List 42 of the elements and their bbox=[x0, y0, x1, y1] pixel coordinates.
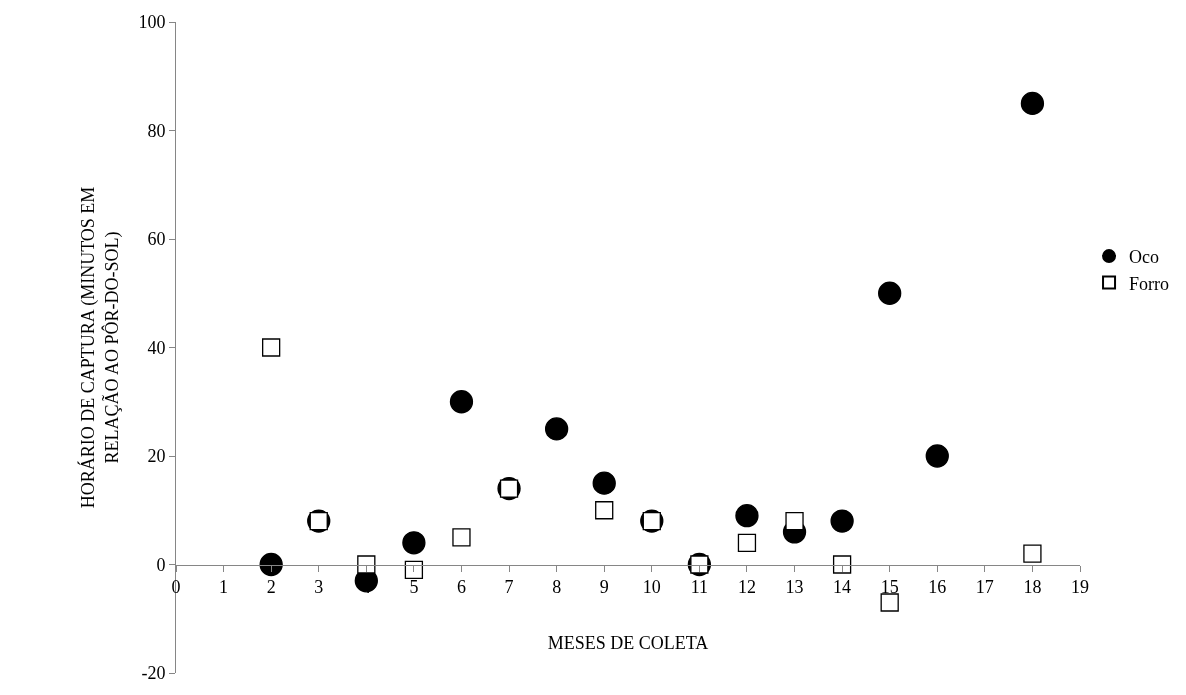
x-tick-label: 12 bbox=[737, 577, 756, 598]
point bbox=[544, 417, 569, 441]
x-tick-label: 17 bbox=[975, 577, 994, 598]
y-tick-label: 0 bbox=[156, 554, 166, 575]
point bbox=[878, 281, 902, 305]
x-tick-label: 15 bbox=[880, 577, 899, 598]
y-axis-title: HORÁRIO DE CAPTURA (MINUTOS EM RELAÇÃO AO PÔR-DO-SOL) bbox=[77, 186, 123, 509]
x-tick-label: 6 bbox=[456, 577, 466, 598]
x-tick-label: 11 bbox=[690, 577, 709, 598]
x-axis-title: MESES DE COLETA bbox=[547, 633, 709, 654]
x-tick-label: 9 bbox=[599, 577, 609, 598]
y-tick-label: 80 bbox=[147, 120, 166, 141]
x-tick-label: 2 bbox=[266, 577, 276, 598]
point bbox=[592, 471, 616, 495]
x-tick-label: 5 bbox=[409, 577, 419, 598]
legend-label: Oco bbox=[1129, 247, 1160, 268]
y-tick-label: 60 bbox=[147, 229, 166, 250]
x-tick-label: 13 bbox=[785, 577, 804, 598]
point bbox=[1020, 91, 1045, 116]
x-tick-label: 0 bbox=[171, 577, 181, 598]
x-tick-label: 10 bbox=[642, 577, 661, 598]
point bbox=[449, 390, 474, 414]
y-tick-label: -20 bbox=[141, 663, 166, 684]
x-tick-label: 18 bbox=[1023, 577, 1042, 598]
x-tick-label: 19 bbox=[1071, 577, 1089, 598]
x-tick-label: 14 bbox=[833, 577, 852, 598]
point bbox=[735, 504, 759, 528]
point bbox=[259, 552, 283, 577]
x-tick-label: 16 bbox=[928, 577, 947, 598]
x-tick-label: 3 bbox=[314, 577, 324, 598]
y-tick-label: 40 bbox=[147, 337, 166, 358]
point bbox=[785, 511, 804, 531]
point bbox=[402, 531, 426, 555]
x-tick-label: 7 bbox=[504, 577, 514, 598]
y-tick-label: 100 bbox=[138, 12, 166, 33]
point bbox=[830, 509, 854, 533]
point bbox=[737, 533, 757, 552]
x-tick-label: 1 bbox=[219, 577, 229, 598]
legend-label: Forro bbox=[1129, 273, 1170, 294]
point bbox=[925, 444, 949, 468]
x-tick-label: 8 bbox=[552, 577, 562, 598]
y-tick-label: 20 bbox=[147, 446, 166, 467]
